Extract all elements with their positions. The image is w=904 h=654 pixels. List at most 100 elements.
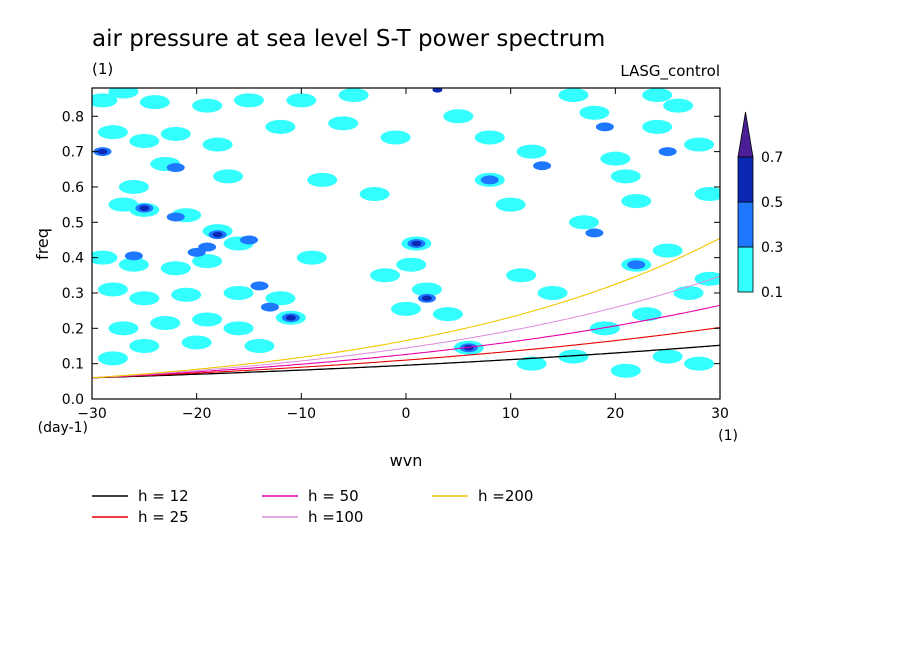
contour-patch — [97, 125, 128, 140]
contour-patch — [213, 169, 244, 184]
subtitle-right: LASG_control — [620, 62, 720, 81]
contour-patch — [391, 301, 421, 316]
contour-patch — [234, 93, 264, 108]
contour-patch — [443, 109, 474, 124]
contour-patch — [585, 228, 604, 238]
contour-patch — [533, 161, 552, 171]
x-tick-label: −10 — [287, 406, 317, 422]
contour-patch — [250, 281, 269, 291]
contour-patch — [411, 282, 442, 297]
legend-label: h = 50 — [308, 487, 359, 505]
contour-patch — [595, 122, 614, 132]
contour-patch — [108, 88, 139, 99]
contour-patch — [506, 268, 537, 283]
contour-patch — [359, 187, 390, 202]
contour-patch — [631, 307, 662, 322]
dispersion-line — [92, 304, 720, 379]
contour-patch — [627, 260, 646, 270]
contour-patch — [537, 285, 568, 300]
subtitle-left: (1) — [92, 60, 113, 78]
legend-label: h =200 — [478, 487, 533, 505]
contour-patch — [223, 321, 254, 336]
dispersion-line — [92, 237, 720, 379]
contour-patch — [516, 356, 547, 371]
x-axis-label: wvn — [390, 451, 423, 470]
contour-patch — [265, 291, 296, 306]
contour-patch — [139, 95, 170, 110]
contour-patch — [579, 105, 610, 120]
contour-patch — [600, 151, 631, 166]
contour-patch — [97, 282, 128, 297]
contour-patch — [97, 351, 128, 366]
colorbar-label: 0.3 — [761, 240, 783, 256]
contour-patch — [610, 169, 641, 184]
axis-ticks: −30 −20 −10 0 10 20 30 0.0 0.1 0.2 0.3 0.4 0.5 0.6 0.7… — [62, 88, 729, 422]
legend: h = 12 h = 25 h = 50 h =100 h =200 — [92, 487, 533, 526]
legend-label: h = 12 — [138, 487, 189, 505]
contour-patch — [171, 287, 202, 302]
contour-patch — [108, 321, 139, 336]
dispersion-curves — [92, 237, 720, 379]
contour-patch — [97, 148, 108, 155]
contour-patch — [181, 335, 212, 350]
contour-patch — [129, 134, 160, 149]
contour-patch — [187, 247, 206, 257]
colorbar-segment — [737, 156, 754, 203]
legend-label: h =100 — [308, 508, 363, 526]
contour-field — [92, 88, 720, 378]
contour-patch — [223, 285, 254, 300]
contour-patch — [166, 163, 185, 173]
colorbar-label: 0.5 — [761, 195, 783, 211]
contour-patch — [118, 257, 149, 272]
contour-patch — [160, 261, 191, 276]
contour-patch — [286, 93, 317, 108]
contour-patch — [589, 321, 620, 336]
y-tick-label: 0.7 — [62, 145, 84, 161]
chart-title: air pressure at sea level S-T power spec… — [92, 26, 605, 52]
contour-patch — [558, 349, 589, 364]
contour-patch — [265, 119, 296, 134]
contour-patch — [663, 98, 694, 113]
colorbar-triangle — [737, 111, 754, 158]
contour-patch — [244, 338, 275, 353]
contour-patch — [480, 175, 499, 185]
contour-patch — [166, 212, 185, 222]
contour-patch — [380, 130, 411, 145]
contour-patch — [202, 137, 233, 152]
y-tick-label: 0.5 — [62, 215, 84, 231]
contour-patch — [124, 251, 143, 261]
contour-patch — [642, 88, 673, 103]
colorbar-segment — [737, 246, 754, 293]
x-tick-label: −30 — [77, 406, 107, 422]
y-tick-label: 0.4 — [62, 251, 84, 267]
dispersion-line — [92, 326, 720, 379]
contour-patch — [370, 268, 401, 283]
contour-patch — [684, 356, 715, 371]
contour-patch — [328, 116, 359, 131]
contour-patch — [92, 93, 118, 108]
colorbar-label: 0.1 — [761, 285, 783, 301]
x-tick-label: 20 — [606, 406, 624, 422]
dispersion-line — [92, 344, 720, 379]
contour-patch — [192, 254, 223, 269]
contour-patch — [432, 307, 463, 322]
y-tick-label: 0.3 — [62, 286, 84, 302]
x-tick-label: 30 — [711, 406, 729, 422]
y-unit-label: (day-1) — [38, 420, 88, 436]
contour-patch — [260, 302, 279, 312]
colorbar-label: 0.7 — [761, 150, 783, 166]
contour-patch — [396, 257, 427, 272]
contour-patch — [192, 98, 223, 113]
contour-patch — [307, 172, 338, 187]
contour-patch — [652, 349, 683, 364]
y-tick-label: 0.1 — [62, 357, 84, 373]
contour-patch — [139, 205, 150, 211]
contour-patch — [516, 144, 547, 159]
contour-patch — [642, 119, 673, 134]
contour-patch — [474, 130, 505, 145]
contour-patch — [495, 197, 526, 212]
contour-patch — [92, 250, 118, 265]
y-tick-label: 0.0 — [62, 392, 84, 408]
x-tick-label: −20 — [182, 406, 212, 422]
x-unit-label: (1) — [718, 428, 738, 444]
